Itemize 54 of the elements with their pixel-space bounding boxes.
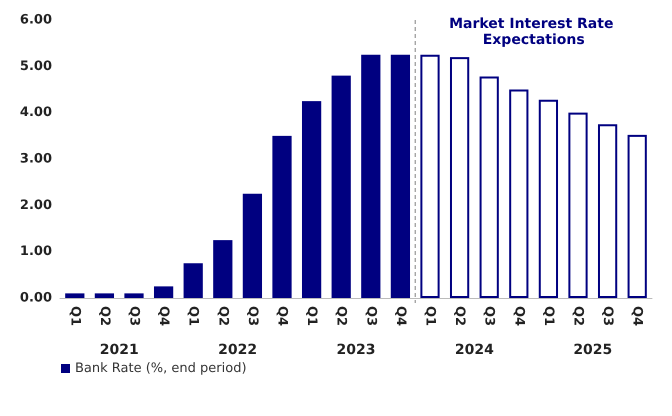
bar bbox=[65, 293, 84, 298]
x-tick-label: Q4 bbox=[274, 306, 290, 326]
bar bbox=[272, 136, 292, 298]
x-tick-label: Q2 bbox=[96, 306, 112, 326]
y-tick-label: 3.00 bbox=[20, 152, 52, 166]
y-tick-label: 1.00 bbox=[20, 244, 52, 260]
x-tick-label: Q2 bbox=[452, 306, 468, 326]
x-tick-label: Q1 bbox=[540, 306, 556, 326]
x-tick-label: Q3 bbox=[363, 306, 378, 326]
bar bbox=[420, 54, 440, 298]
bar bbox=[509, 90, 528, 298]
bar bbox=[450, 57, 470, 298]
text: 2022 bbox=[218, 342, 258, 358]
bar bbox=[242, 194, 262, 298]
bar bbox=[390, 54, 410, 298]
x-tick-label: Q4 bbox=[156, 306, 172, 326]
x-tick-label: Q3 bbox=[126, 306, 142, 326]
x-tick-label: Q4 bbox=[392, 306, 408, 326]
y-tick-label: 4.00 bbox=[20, 105, 52, 120]
x-tick-label: Q1 bbox=[422, 306, 438, 326]
x-tick-label: Q2 bbox=[334, 306, 349, 326]
annotation: Market Interest Rate Expectations bbox=[449, 16, 618, 48]
bar bbox=[568, 112, 588, 298]
bar bbox=[361, 54, 380, 298]
bar bbox=[213, 240, 232, 298]
y-tick-label: 2.00 bbox=[20, 198, 52, 213]
x-tick-label: Q4 bbox=[630, 306, 645, 326]
y-tick-label: 0.00 bbox=[20, 290, 52, 306]
x-tick-label: Q1 bbox=[186, 306, 201, 326]
bar bbox=[154, 286, 174, 298]
x-tick-label: Q2 bbox=[570, 306, 586, 326]
bar bbox=[480, 76, 499, 298]
text: 2025 bbox=[573, 342, 612, 358]
text: 2023 bbox=[336, 342, 376, 358]
bar bbox=[538, 100, 558, 298]
bar bbox=[302, 101, 322, 298]
x-tick-label: Q1 bbox=[304, 306, 320, 326]
x-tick-label: Q4 bbox=[511, 306, 526, 326]
text: 2024 bbox=[454, 342, 494, 358]
y-tick-label: 5.00 bbox=[20, 58, 52, 74]
x-tick-label: Q3 bbox=[482, 306, 497, 326]
bar bbox=[94, 293, 114, 298]
x-tick-label: Q3 bbox=[600, 306, 616, 326]
y-tick-label: 6.00 bbox=[20, 12, 52, 28]
bar bbox=[124, 293, 144, 298]
legend-label: Bank Rate (%, end period) bbox=[75, 361, 247, 376]
x-tick-label: Q2 bbox=[215, 306, 230, 326]
x-tick-label: Q3 bbox=[244, 306, 260, 326]
x-tick-label: Q1 bbox=[67, 306, 82, 326]
bar bbox=[628, 134, 647, 298]
bar bbox=[184, 263, 203, 298]
bar bbox=[332, 76, 351, 298]
bar bbox=[598, 124, 618, 298]
text: 2021 bbox=[100, 342, 139, 358]
